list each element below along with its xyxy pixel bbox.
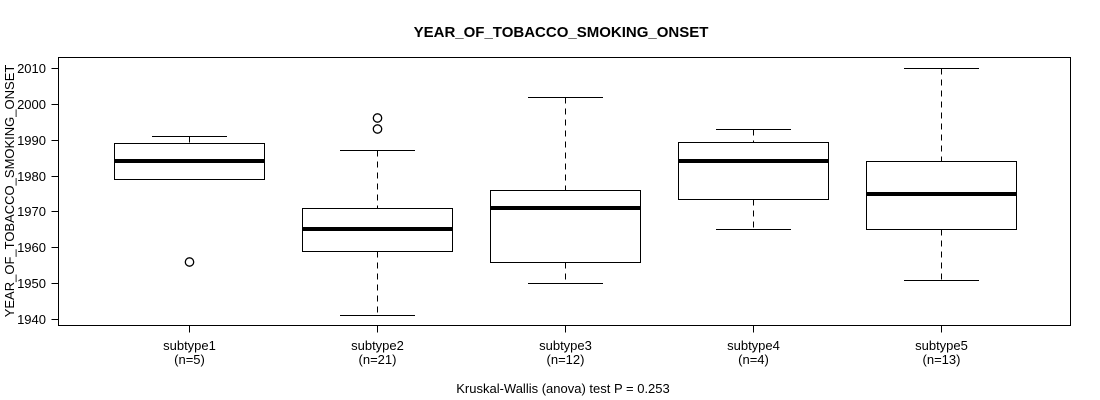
y-tick-label: 2000 [17, 97, 46, 112]
category-label: subtype1 [163, 338, 216, 353]
y-axis: 1940 1950 1960 1970 1980 1990 2000 2010 [17, 61, 59, 327]
stat-test-caption: Kruskal-Wallis (anova) test P = 0.253 [456, 381, 670, 396]
category-count-label: (n=4) [738, 352, 769, 367]
category-count-label: (n=21) [359, 352, 397, 367]
y-tick-label: 1940 [17, 312, 46, 327]
iqr-box [490, 190, 641, 263]
y-tick-label: 1960 [17, 240, 46, 255]
boxplot-series [114, 68, 1017, 316]
box-group-subtype3 [490, 97, 641, 284]
box-group-subtype5 [866, 68, 1017, 281]
iqr-box [678, 142, 829, 200]
outlier-point [372, 124, 383, 134]
category-label: subtype2 [351, 338, 404, 353]
chart-title: YEAR_OF_TOBACCO_SMOKING_ONSET [414, 24, 709, 41]
category-label: subtype4 [727, 338, 780, 353]
y-axis-label: YEAR_OF_TOBACCO_SMOKING_ONSET [2, 65, 17, 318]
y-tick-label: 1950 [17, 276, 46, 291]
category-count-label: (n=13) [923, 352, 961, 367]
y-tick-label: 2010 [17, 61, 46, 76]
y-tick-label: 1980 [17, 169, 46, 184]
outlier-point [372, 113, 383, 123]
plot-frame [58, 57, 1071, 326]
category-label: subtype3 [539, 338, 592, 353]
y-tick-label: 1990 [17, 133, 46, 148]
category-count-label: (n=12) [547, 352, 585, 367]
category-count-label: (n=5) [174, 352, 205, 367]
y-tick-label: 1970 [17, 204, 46, 219]
outlier-point [184, 257, 195, 267]
box-group-subtype1 [114, 136, 265, 267]
category-label: subtype5 [915, 338, 968, 353]
box-group-subtype2 [302, 113, 453, 316]
box-group-subtype4 [678, 129, 829, 230]
x-axis: subtype1(n=5) subtype2(n=21) subtype3(n=12… [163, 325, 968, 367]
